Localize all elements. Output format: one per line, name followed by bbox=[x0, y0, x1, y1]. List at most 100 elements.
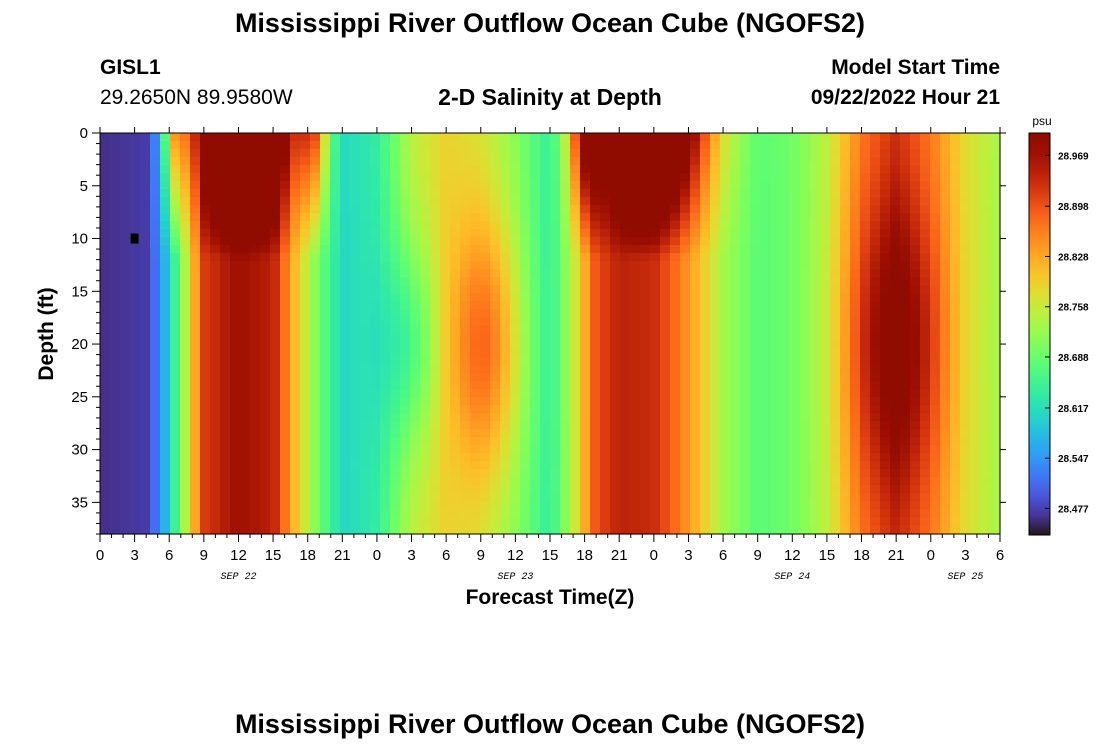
heatmap-cell bbox=[760, 157, 771, 166]
heatmap-cell bbox=[910, 181, 921, 190]
heatmap-cell bbox=[330, 397, 341, 406]
colorbar-unit: psu bbox=[1032, 114, 1051, 128]
heatmap-cell bbox=[980, 357, 991, 366]
heatmap-cell bbox=[390, 373, 401, 382]
heatmap-cell bbox=[270, 197, 281, 206]
heatmap-cell bbox=[740, 245, 751, 254]
heatmap-cell bbox=[780, 365, 791, 374]
heatmap-cell bbox=[940, 501, 951, 510]
heatmap-cell bbox=[680, 397, 691, 406]
heatmap-cell bbox=[410, 405, 421, 414]
heatmap-cell bbox=[510, 445, 521, 454]
heatmap-cell bbox=[770, 341, 781, 350]
heatmap-cell bbox=[240, 405, 251, 414]
heatmap-cell bbox=[560, 165, 571, 174]
heatmap-cell bbox=[200, 389, 211, 398]
heatmap-cell bbox=[840, 525, 851, 534]
heatmap-cell bbox=[500, 221, 511, 230]
heatmap-cell bbox=[820, 197, 831, 206]
heatmap-cell bbox=[370, 437, 381, 446]
heatmap-cell bbox=[430, 245, 441, 254]
heatmap-cell bbox=[250, 173, 261, 182]
heatmap-cell bbox=[620, 325, 631, 334]
heatmap-cell bbox=[520, 493, 531, 502]
heatmap-cell bbox=[100, 357, 111, 366]
heatmap-cell bbox=[980, 237, 991, 246]
heatmap-cell bbox=[520, 173, 531, 182]
heatmap-cell bbox=[590, 349, 601, 358]
heatmap-cell bbox=[190, 397, 201, 406]
heatmap-cell bbox=[870, 413, 881, 422]
heatmap-cell bbox=[110, 421, 121, 430]
heatmap-cell bbox=[710, 493, 721, 502]
heatmap-cell bbox=[910, 285, 921, 294]
heatmap-cell bbox=[790, 381, 801, 390]
heatmap-cell bbox=[640, 333, 651, 342]
heatmap-cell bbox=[740, 381, 751, 390]
heatmap-cell bbox=[620, 365, 631, 374]
y-tick-label: 25 bbox=[71, 389, 88, 406]
heatmap-cell bbox=[890, 365, 901, 374]
heatmap-cell bbox=[790, 509, 801, 518]
heatmap-cell bbox=[550, 517, 561, 526]
heatmap-cell bbox=[960, 293, 971, 302]
heatmap-cell bbox=[600, 197, 611, 206]
heatmap-cell bbox=[920, 413, 931, 422]
heatmap-cell bbox=[200, 221, 211, 230]
heatmap-cell bbox=[190, 317, 201, 326]
heatmap-cell bbox=[580, 517, 591, 526]
heatmap-cell bbox=[740, 277, 751, 286]
heatmap-cell bbox=[180, 357, 191, 366]
heatmap-cell bbox=[670, 413, 681, 422]
heatmap-cell bbox=[410, 365, 421, 374]
heatmap-cell bbox=[760, 301, 771, 310]
heatmap-cell bbox=[360, 189, 371, 198]
heatmap-cell bbox=[560, 173, 571, 182]
heatmap-cell bbox=[930, 301, 941, 310]
heatmap-cell bbox=[340, 189, 351, 198]
heatmap-cell bbox=[140, 285, 151, 294]
heatmap-cell bbox=[280, 437, 291, 446]
heatmap-cell bbox=[240, 445, 251, 454]
heatmap-cell bbox=[420, 397, 431, 406]
heatmap-cell bbox=[350, 221, 361, 230]
heatmap-cell bbox=[280, 261, 291, 270]
heatmap-cell bbox=[260, 469, 271, 478]
heatmap-cell bbox=[610, 333, 621, 342]
heatmap-cell bbox=[770, 517, 781, 526]
heatmap-cell bbox=[540, 469, 551, 478]
heatmap-cell bbox=[410, 501, 421, 510]
heatmap-cell bbox=[930, 365, 941, 374]
x-tick-label: 9 bbox=[477, 547, 485, 564]
heatmap-cell bbox=[290, 253, 301, 262]
heatmap-cell bbox=[700, 245, 711, 254]
heatmap-cell bbox=[260, 245, 271, 254]
heatmap-cell bbox=[240, 485, 251, 494]
heatmap-cell bbox=[300, 325, 311, 334]
heatmap-cell bbox=[300, 237, 311, 246]
heatmap-cell bbox=[690, 405, 701, 414]
heatmap-cell bbox=[510, 205, 521, 214]
heatmap-cell bbox=[180, 133, 191, 142]
heatmap-cell bbox=[880, 333, 891, 342]
heatmap-cell bbox=[810, 469, 821, 478]
date-label: SEP 25 bbox=[947, 572, 983, 583]
heatmap-cell bbox=[490, 149, 501, 158]
heatmap-cell bbox=[240, 237, 251, 246]
heatmap-cell bbox=[310, 357, 321, 366]
heatmap-cell bbox=[500, 389, 511, 398]
heatmap-cell bbox=[140, 405, 151, 414]
heatmap-cell bbox=[910, 389, 921, 398]
heatmap-cell bbox=[260, 421, 271, 430]
heatmap-cell bbox=[900, 133, 911, 142]
heatmap-cell bbox=[330, 429, 341, 438]
heatmap-cell bbox=[210, 301, 221, 310]
heatmap-cell bbox=[360, 373, 371, 382]
heatmap-cell bbox=[180, 429, 191, 438]
heatmap-cell bbox=[350, 245, 361, 254]
heatmap-cell bbox=[830, 493, 841, 502]
heatmap-cell bbox=[800, 453, 811, 462]
heatmap-cell bbox=[260, 349, 271, 358]
heatmap-cell bbox=[820, 325, 831, 334]
heatmap-cell bbox=[590, 437, 601, 446]
